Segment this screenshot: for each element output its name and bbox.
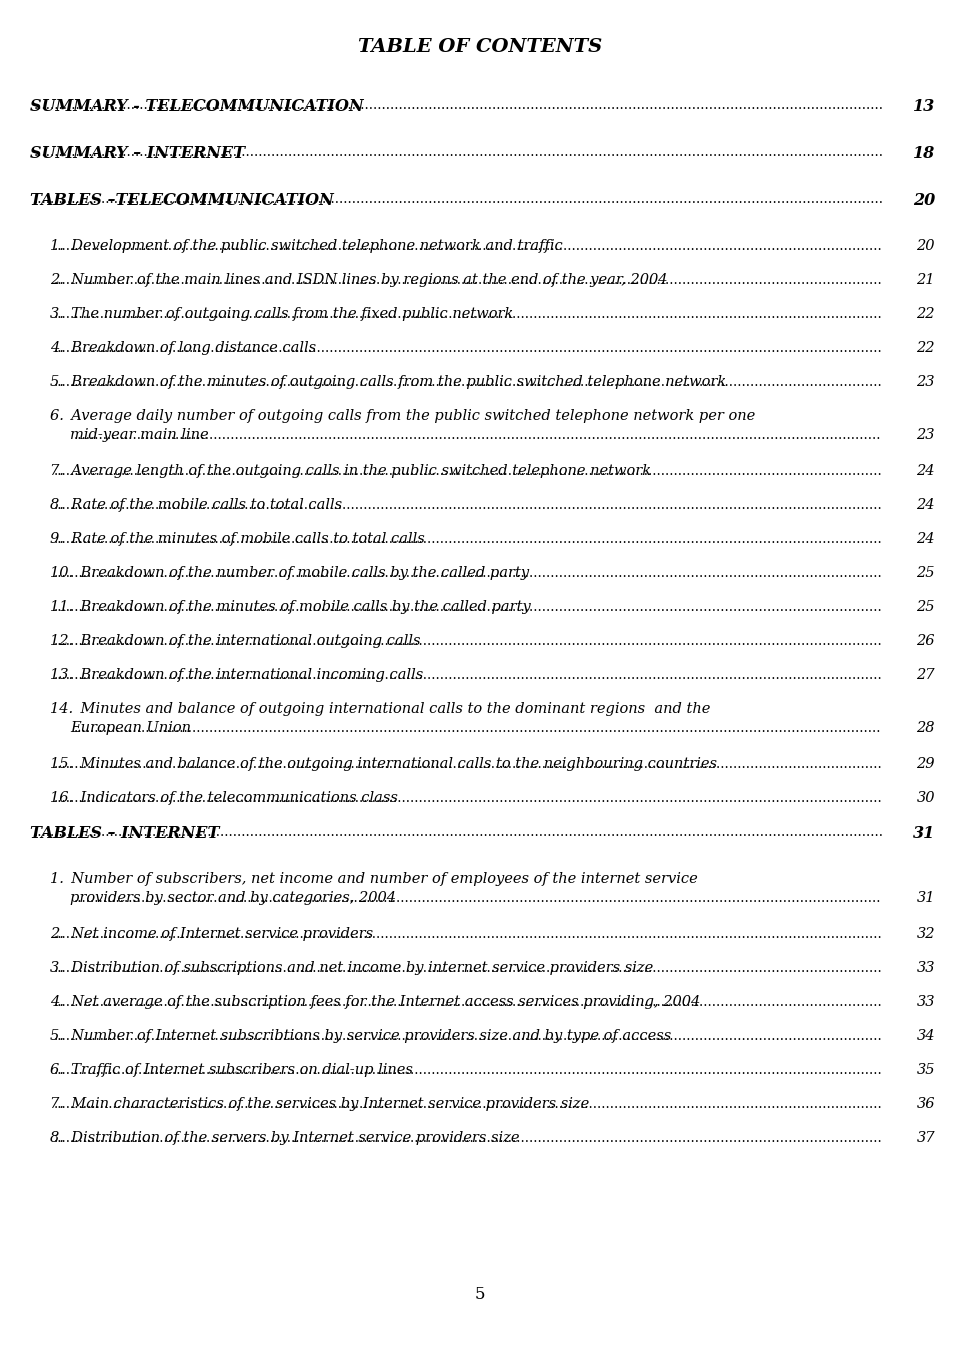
Text: ................................................................................: ........................................…: [54, 464, 883, 479]
Text: 23: 23: [917, 429, 935, 442]
Text: 4. Net average of the subscription fees for the Internet access services providi: 4. Net average of the subscription fees …: [50, 995, 700, 1010]
Text: 13: 13: [913, 98, 935, 115]
Text: 24: 24: [917, 464, 935, 479]
Text: 32: 32: [917, 927, 935, 941]
Text: 5: 5: [475, 1286, 485, 1304]
Text: 16. Indicators of the telecommunications class: 16. Indicators of the telecommunications…: [50, 791, 397, 805]
Text: ................................................................................: ........................................…: [54, 375, 883, 390]
Text: 7. Average length of the outgoing calls in the public switched telephone network: 7. Average length of the outgoing calls …: [50, 464, 651, 479]
Text: 25: 25: [917, 600, 935, 613]
Text: 3. The number of outgoing calls from the fixed public network: 3. The number of outgoing calls from the…: [50, 307, 514, 321]
Text: 30: 30: [917, 791, 935, 805]
Text: 6. Average daily number of outgoing calls from the public switched telephone net: 6. Average daily number of outgoing call…: [50, 408, 756, 423]
Text: 22: 22: [917, 341, 935, 355]
Text: providers by sector and by categories, 2004: providers by sector and by categories, 2…: [70, 891, 396, 905]
Text: 15. Minutes and balance of the outgoing international calls to the neighbouring : 15. Minutes and balance of the outgoing …: [50, 758, 717, 771]
Text: ................................................................................: ........................................…: [34, 825, 884, 838]
Text: 35: 35: [917, 1064, 935, 1077]
Text: 7. Main characteristics of the services by Internet service providers size: 7. Main characteristics of the services …: [50, 1097, 589, 1111]
Text: ................................................................................: ........................................…: [54, 532, 883, 546]
Text: 37: 37: [917, 1131, 935, 1144]
Text: ................................................................................: ........................................…: [54, 239, 883, 253]
Text: ................................................................................: ........................................…: [34, 98, 884, 112]
Text: 2. Number of the main lines and ISDN lines by regions at the end of the year, 20: 2. Number of the main lines and ISDN lin…: [50, 274, 667, 287]
Text: 25: 25: [917, 566, 935, 580]
Text: 1. Number of subscribers, net income and number of employees of the internet ser: 1. Number of subscribers, net income and…: [50, 872, 698, 886]
Text: European Union: European Union: [70, 721, 191, 735]
Text: ................................................................................: ........................................…: [54, 341, 883, 355]
Text: 12. Breakdown of the international outgoing calls: 12. Breakdown of the international outgo…: [50, 634, 420, 648]
Text: 22: 22: [917, 307, 935, 321]
Text: 14. Minutes and balance of outgoing international calls to the dominant regions : 14. Minutes and balance of outgoing inte…: [50, 702, 710, 716]
Text: 5. Number of Internet subscribtions by service providers size and by type of acc: 5. Number of Internet subscribtions by s…: [50, 1029, 671, 1043]
Text: 36: 36: [917, 1097, 935, 1111]
Text: ................................................................................: ........................................…: [54, 634, 883, 648]
Text: TABLES –TELECOMMUNICATION: TABLES –TELECOMMUNICATION: [30, 191, 334, 209]
Text: SUMMARY - TELECOMMUNICATION: SUMMARY - TELECOMMUNICATION: [30, 98, 364, 115]
Text: 5. Breakdown of the minutes of outgoing calls from the public switched telephone: 5. Breakdown of the minutes of outgoing …: [50, 375, 727, 390]
Text: ................................................................................: ........................................…: [54, 758, 883, 771]
Text: 13. Breakdown of the international incoming calls: 13. Breakdown of the international incom…: [50, 669, 423, 682]
Text: ................................................................................: ........................................…: [54, 995, 883, 1010]
Text: 8. Rate of the mobile calls to total calls: 8. Rate of the mobile calls to total cal…: [50, 497, 342, 512]
Text: 24: 24: [917, 497, 935, 512]
Text: ................................................................................: ........................................…: [54, 497, 883, 512]
Text: TABLE OF CONTENTS: TABLE OF CONTENTS: [358, 38, 602, 57]
Text: ................................................................................: ........................................…: [54, 961, 883, 975]
Text: ................................................................................: ........................................…: [34, 146, 884, 159]
Text: 33: 33: [917, 961, 935, 975]
Text: ................................................................................: ........................................…: [54, 927, 883, 941]
Text: 18: 18: [913, 146, 935, 162]
Text: 26: 26: [917, 634, 935, 648]
Text: 1. Development of the public switched telephone network and traffic: 1. Development of the public switched te…: [50, 239, 563, 253]
Text: 31: 31: [913, 825, 935, 842]
Text: ................................................................................: ........................................…: [54, 1064, 883, 1077]
Text: 2. Net income of Internet service providers: 2. Net income of Internet service provid…: [50, 927, 373, 941]
Text: 8. Distribution of the servers by Internet service providers size: 8. Distribution of the servers by Intern…: [50, 1131, 519, 1144]
Text: 3. Distribution of subscriptions and net income by internet service providers si: 3. Distribution of subscriptions and net…: [50, 961, 653, 975]
Text: ................................................................................: ........................................…: [34, 191, 884, 206]
Text: ................................................................................: ........................................…: [54, 600, 883, 613]
Text: mid-year main line: mid-year main line: [70, 429, 208, 442]
Text: 34: 34: [917, 1029, 935, 1043]
Text: ................................................................................: ........................................…: [54, 1029, 883, 1043]
Text: ................................................................................: ........................................…: [54, 669, 883, 682]
Text: ................................................................................: ........................................…: [74, 891, 881, 905]
Text: 27: 27: [917, 669, 935, 682]
Text: ................................................................................: ........................................…: [74, 721, 881, 735]
Text: ................................................................................: ........................................…: [54, 274, 883, 287]
Text: 24: 24: [917, 532, 935, 546]
Text: 9. Rate of the minutes of mobile calls to total calls: 9. Rate of the minutes of mobile calls t…: [50, 532, 424, 546]
Text: ................................................................................: ........................................…: [74, 429, 881, 442]
Text: ................................................................................: ........................................…: [54, 791, 883, 805]
Text: ................................................................................: ........................................…: [54, 1097, 883, 1111]
Text: 10. Breakdown of the number of mobile calls by the called party: 10. Breakdown of the number of mobile ca…: [50, 566, 529, 580]
Text: 11. Breakdown of the minutes of mobile calls by the called party: 11. Breakdown of the minutes of mobile c…: [50, 600, 531, 613]
Text: 4. Breakdown of long distance calls: 4. Breakdown of long distance calls: [50, 341, 316, 355]
Text: ................................................................................: ........................................…: [54, 566, 883, 580]
Text: 33: 33: [917, 995, 935, 1010]
Text: SUMMARY – INTERNET: SUMMARY – INTERNET: [30, 146, 245, 162]
Text: ................................................................................: ........................................…: [54, 307, 883, 321]
Text: 21: 21: [917, 274, 935, 287]
Text: 20: 20: [917, 239, 935, 253]
Text: 29: 29: [917, 758, 935, 771]
Text: 6. Traffic of Internet subscribers on dial-up lines: 6. Traffic of Internet subscribers on di…: [50, 1064, 413, 1077]
Text: 23: 23: [917, 375, 935, 390]
Text: 20: 20: [913, 191, 935, 209]
Text: TABLES – INTERNET: TABLES – INTERNET: [30, 825, 220, 842]
Text: ................................................................................: ........................................…: [54, 1131, 883, 1144]
Text: 28: 28: [917, 721, 935, 735]
Text: 31: 31: [917, 891, 935, 905]
